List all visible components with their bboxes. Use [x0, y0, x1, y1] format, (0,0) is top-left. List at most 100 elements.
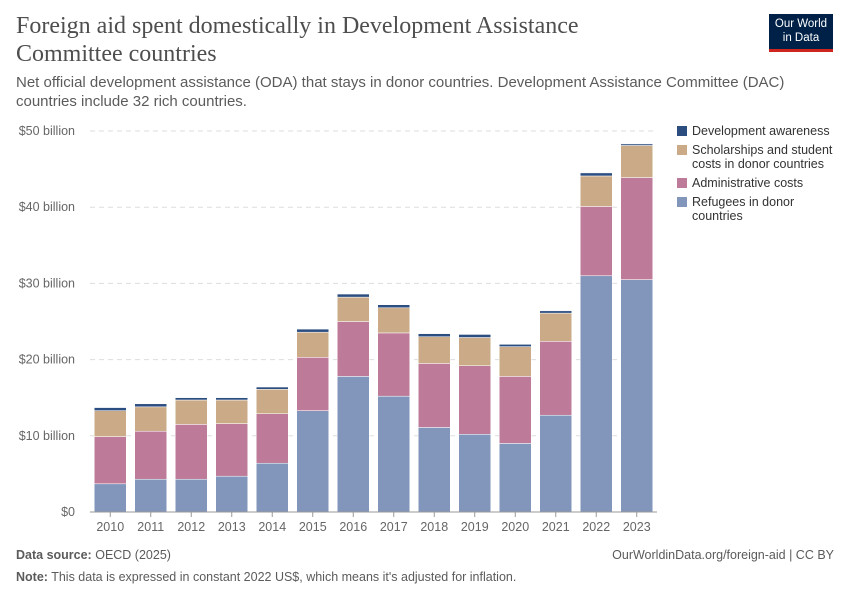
- source-text[interactable]: OECD (2025): [95, 548, 171, 562]
- legend-label: Scholarships and student costs in donor …: [692, 143, 833, 171]
- legend-swatch: [677, 197, 687, 207]
- bar-segment: [94, 410, 127, 437]
- bar-segment: [256, 386, 289, 390]
- bar-segment: [418, 427, 451, 513]
- bar-segment: [337, 293, 370, 298]
- bar-segment: [377, 304, 410, 309]
- bar-segment: [175, 397, 208, 401]
- bar-segment: [580, 172, 613, 177]
- bar-segment: [620, 145, 653, 178]
- bar-segment: [94, 483, 127, 513]
- bar-segment: [620, 177, 653, 280]
- legend-item[interactable]: Refugees in donor countries: [677, 195, 847, 223]
- bar-segment: [256, 462, 289, 513]
- bar-segment: [377, 332, 410, 397]
- bar-segment: [296, 328, 329, 333]
- bar-segment: [175, 478, 208, 513]
- bar-segment: [499, 376, 532, 444]
- bar-segment: [580, 175, 613, 207]
- bar-segment: [539, 414, 572, 513]
- bar-segment: [580, 275, 613, 513]
- bar-segment: [256, 389, 289, 414]
- bar-segment: [134, 478, 167, 513]
- legend-swatch: [677, 126, 687, 136]
- y-tick-label: $10 billion: [19, 429, 75, 443]
- bar-segment: [296, 331, 329, 358]
- x-tick-label: 2018: [420, 520, 448, 534]
- x-tick-label: 2022: [582, 520, 610, 534]
- bar-segment: [175, 424, 208, 480]
- note-text: This data is expressed in constant 2022 …: [51, 570, 517, 584]
- bar-segment: [499, 346, 532, 377]
- legend-label: Development awareness: [692, 124, 830, 138]
- bar-segment: [377, 307, 410, 334]
- x-tick-label: 2020: [501, 520, 529, 534]
- x-tick-label: 2021: [542, 520, 570, 534]
- bar-segment: [539, 341, 572, 416]
- legend-swatch: [677, 178, 687, 188]
- bar-segment: [458, 334, 491, 338]
- legend-label: Refugees in donor countries: [692, 195, 795, 223]
- chart-title: Foreign aid spent domestically in Develo…: [16, 13, 579, 67]
- bar-segment: [134, 430, 167, 480]
- bar-segment: [539, 312, 572, 342]
- legend: Development awareness Scholarships and st…: [677, 124, 847, 228]
- x-tick-label: 2017: [380, 520, 408, 534]
- legend-label: Administrative costs: [692, 176, 804, 190]
- x-tick-label: 2013: [218, 520, 246, 534]
- bar-segment: [418, 336, 451, 364]
- bar-segment: [215, 399, 248, 424]
- bar-segment: [94, 436, 127, 485]
- bar-segment: [134, 406, 167, 432]
- logo-line2: in Data: [782, 32, 820, 44]
- bar-segment: [296, 357, 329, 411]
- y-tick-label: $40 billion: [19, 200, 75, 214]
- y-tick-label: $20 billion: [19, 353, 75, 367]
- bar-segment: [377, 395, 410, 513]
- legend-item[interactable]: Scholarships and student costs in donor …: [677, 143, 847, 171]
- bar-segment: [499, 443, 532, 513]
- bar-segment: [215, 423, 248, 477]
- bar-segment: [620, 279, 653, 513]
- bar-segment: [175, 399, 208, 425]
- bar-segment: [256, 413, 289, 464]
- url-license[interactable]: OurWorldinData.org/foreign-aid | CC BY: [612, 548, 834, 562]
- bar-segment: [94, 407, 127, 411]
- x-tick-label: 2023: [623, 520, 651, 534]
- x-tick-label: 2012: [177, 520, 205, 534]
- chart-subtitle: Net official development assistance (ODA…: [16, 74, 785, 110]
- bar-segment: [418, 363, 451, 428]
- y-tick-label: $30 billion: [19, 276, 75, 290]
- legend-item[interactable]: Administrative costs: [677, 176, 847, 190]
- bar-segment: [620, 143, 653, 146]
- x-tick-label: 2015: [299, 520, 327, 534]
- bar-segment: [580, 206, 613, 277]
- logo-line1: Our World: [774, 18, 828, 30]
- bar-segment: [539, 310, 572, 314]
- bar-segment: [134, 403, 167, 408]
- x-tick-label: 2011: [137, 520, 164, 534]
- owid-logo[interactable]: Our World in Data: [769, 14, 833, 52]
- bar-segment: [337, 376, 370, 513]
- bar-segment: [215, 397, 248, 401]
- source-label: Data source:: [16, 548, 92, 562]
- bar-segment: [337, 296, 370, 322]
- bar-segment: [499, 344, 532, 347]
- x-tick-label: 2014: [258, 520, 286, 534]
- x-tick-label: 2010: [96, 520, 124, 534]
- legend-item[interactable]: Development awareness: [677, 124, 847, 138]
- bar-segment: [458, 337, 491, 366]
- bar-segment: [418, 333, 451, 337]
- bar-segment: [296, 410, 329, 513]
- note: Note: This data is expressed in constant…: [16, 570, 516, 584]
- bar-segment: [458, 365, 491, 435]
- y-tick-label: $50 billion: [19, 124, 75, 138]
- y-tick-label: $0: [61, 505, 75, 519]
- x-tick-label: 2019: [461, 520, 489, 534]
- note-label: Note:: [16, 570, 48, 584]
- bar-segment: [337, 321, 370, 377]
- data-source: Data source: OECD (2025): [16, 548, 171, 562]
- bar-segment: [458, 434, 491, 513]
